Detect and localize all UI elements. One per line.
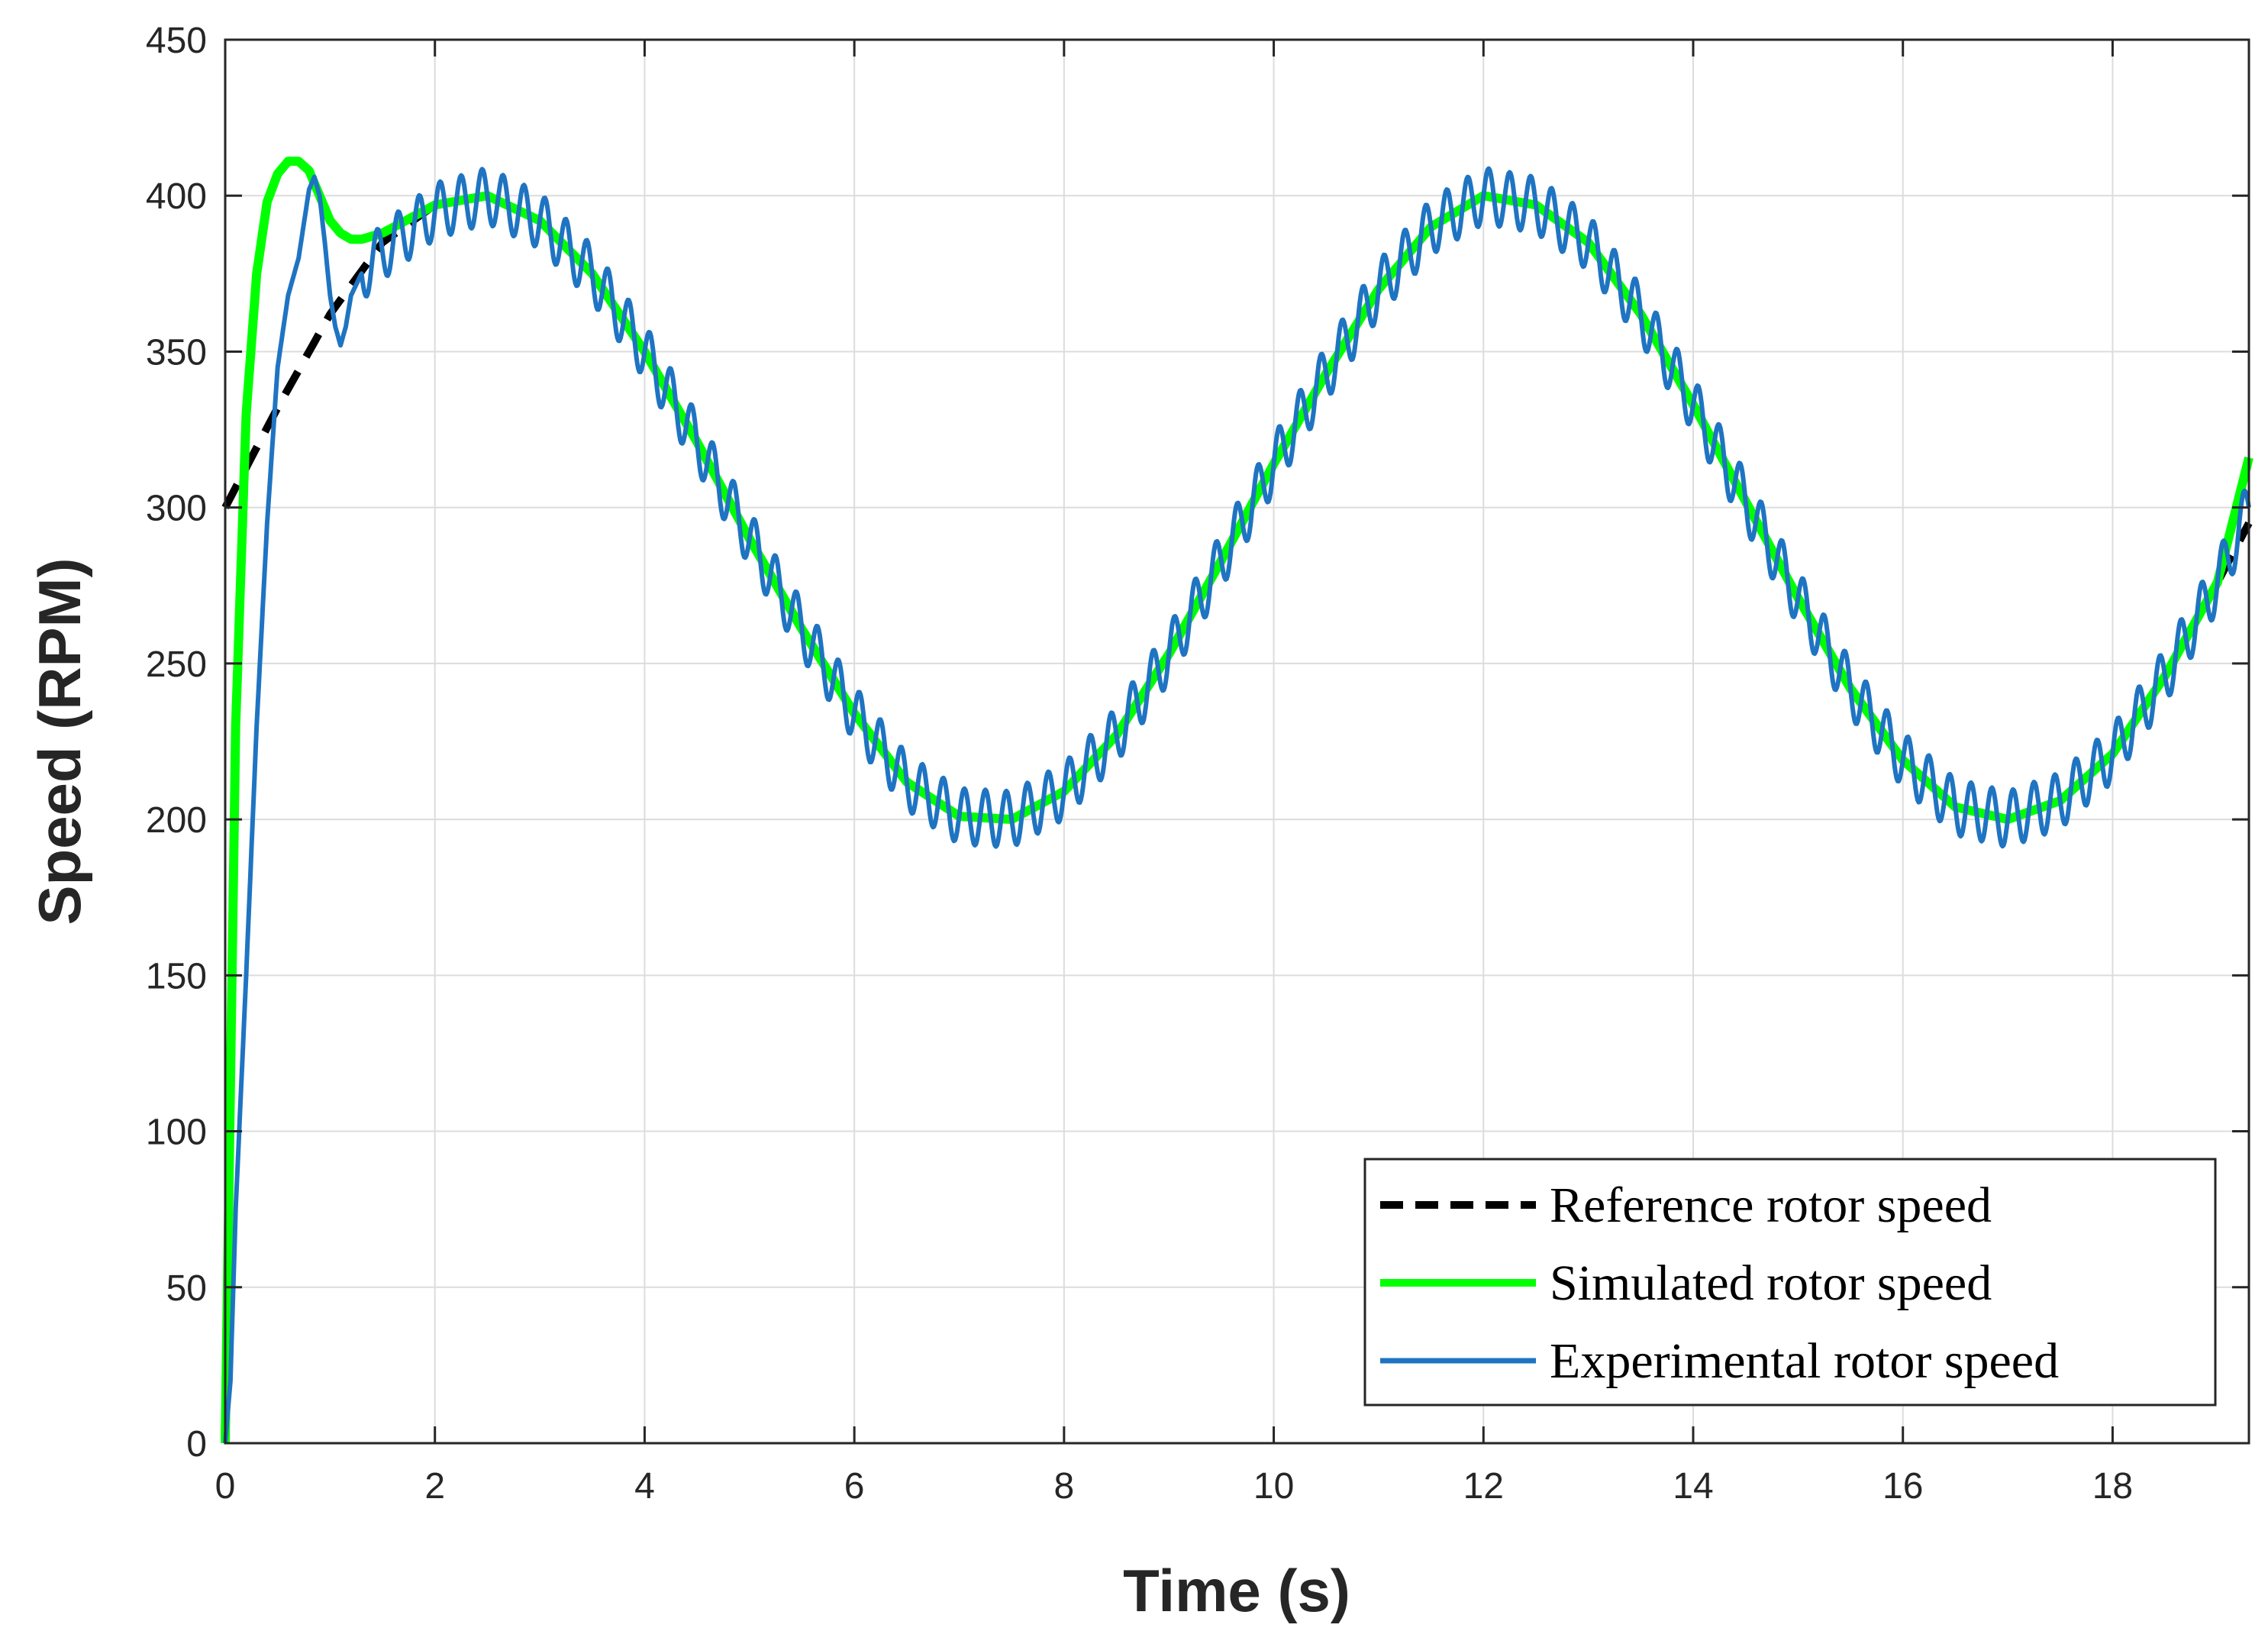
x-axis-title: Time (s) — [1123, 1557, 1350, 1624]
y-tick-label: 200 — [146, 800, 207, 841]
series-line-experimental — [223, 166, 2251, 1444]
x-tick-label: 0 — [215, 1466, 236, 1507]
x-tick-label: 16 — [1882, 1466, 1923, 1507]
series-layer — [221, 157, 2253, 1444]
y-axis-title: Speed (RPM) — [26, 557, 93, 925]
x-tick-label: 14 — [1673, 1466, 1713, 1507]
y-tick-label: 0 — [186, 1424, 207, 1465]
y-tick-label: 100 — [146, 1113, 207, 1153]
legend-label-experimental: Experimental rotor speed — [1550, 1333, 2059, 1389]
legend-label-reference: Reference rotor speed — [1550, 1177, 1992, 1233]
y-tick-label: 450 — [146, 21, 207, 61]
x-tick-label: 8 — [1054, 1466, 1075, 1507]
x-tick-label: 6 — [844, 1466, 865, 1507]
x-tick-label: 4 — [634, 1466, 655, 1507]
x-tick-label: 10 — [1253, 1466, 1294, 1507]
y-tick-label: 250 — [146, 644, 207, 685]
x-tick-label: 2 — [424, 1466, 445, 1507]
y-tick-label: 150 — [146, 956, 207, 996]
y-tick-label: 350 — [146, 332, 207, 373]
x-tick-label: 12 — [1463, 1466, 1504, 1507]
axis-ticks: 0 2 4 6 8 10 12 14 16 18 0 50 100 150 200 250 300 350 400 4… — [146, 21, 2249, 1507]
y-tick-label: 300 — [146, 489, 207, 529]
legend: Reference rotor speed Simulated rotor sp… — [1363, 1158, 2217, 1407]
legend-label-simulated: Simulated rotor speed — [1550, 1255, 1992, 1311]
y-tick-label: 50 — [166, 1268, 207, 1309]
y-tick-label: 400 — [146, 176, 207, 217]
plot-frame — [224, 38, 2250, 1445]
x-tick-label: 18 — [2092, 1466, 2133, 1507]
